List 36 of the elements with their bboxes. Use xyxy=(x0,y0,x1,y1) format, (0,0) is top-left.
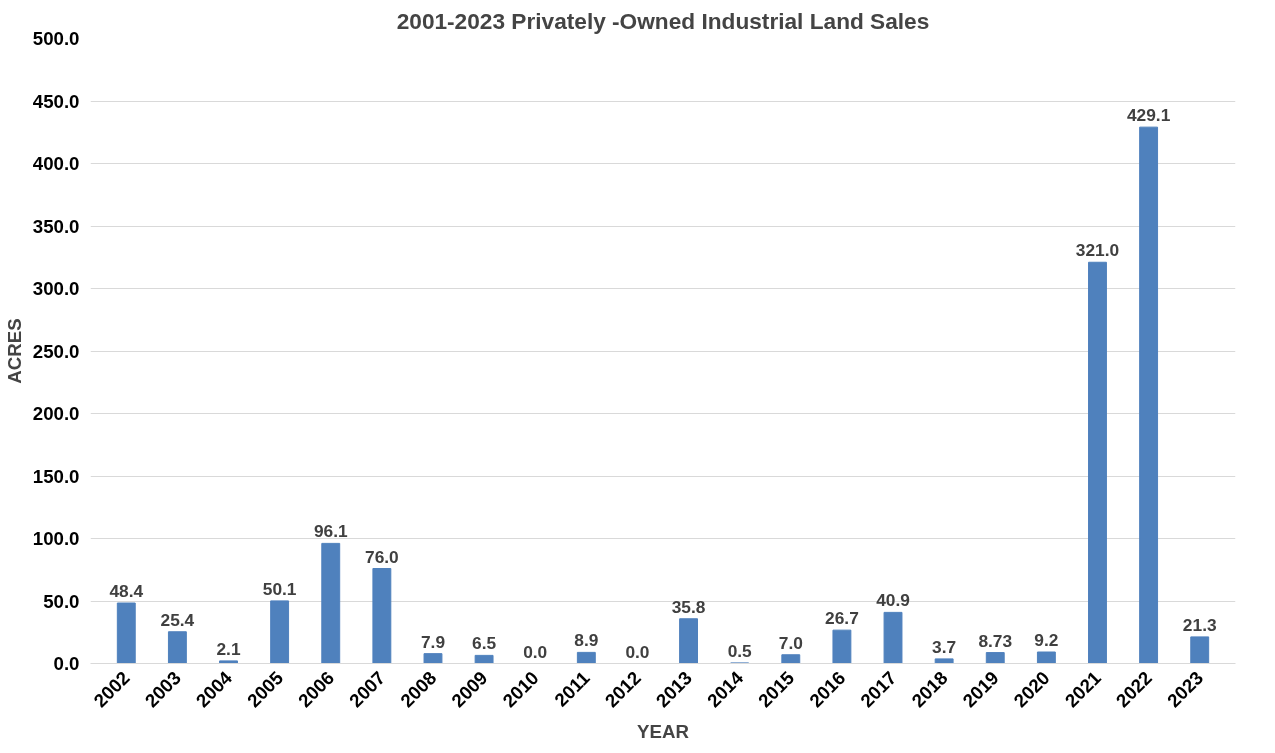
y-tick-label: 100.0 xyxy=(32,528,80,549)
y-tick-label: 50.0 xyxy=(43,590,80,612)
y-tick-label: 150.0 xyxy=(32,465,80,487)
y-tick-label: 350.0 xyxy=(32,215,80,237)
data-label: 35.8 xyxy=(671,596,706,617)
data-label: 6.5 xyxy=(472,633,497,654)
data-label: 429.1 xyxy=(1126,105,1171,126)
data-label: 25.4 xyxy=(160,609,195,630)
data-label: 50.1 xyxy=(262,578,297,599)
x-axis-title: YEAR xyxy=(637,721,690,743)
data-label: 8.73 xyxy=(978,630,1013,651)
data-label: 21.3 xyxy=(1182,614,1217,635)
y-tick-label: 450.0 xyxy=(32,90,80,112)
data-label: 76.0 xyxy=(365,546,399,567)
chart-title: 2001-2023 Privately -Owned Industrial Land Sales xyxy=(396,7,930,34)
data-label: 96.1 xyxy=(313,521,348,542)
y-tick-label: 400.0 xyxy=(32,153,80,174)
y-tick-label: 0.0 xyxy=(53,653,80,674)
data-label: 0.5 xyxy=(727,640,753,661)
data-label: 26.7 xyxy=(825,608,859,629)
y-tick-label: 300.0 xyxy=(32,278,80,299)
y-tick-label: 250.0 xyxy=(32,340,80,362)
data-label: 9.2 xyxy=(1034,630,1059,650)
data-label: 3.7 xyxy=(932,636,957,657)
data-label: 0.0 xyxy=(523,641,548,662)
y-tick-label: 200.0 xyxy=(32,403,80,424)
y-axis-title: ACRES xyxy=(3,318,25,384)
data-label: 48.4 xyxy=(109,581,144,601)
data-label: 8.9 xyxy=(574,630,599,651)
data-label: 0.0 xyxy=(625,641,650,662)
y-tick-label: 500.0 xyxy=(32,28,80,49)
data-label: 321.0 xyxy=(1075,240,1120,261)
data-label: 7.0 xyxy=(778,632,803,653)
data-label: 2.1 xyxy=(216,638,241,659)
data-label: 40.9 xyxy=(876,590,910,611)
data-label: 7.9 xyxy=(420,631,446,652)
